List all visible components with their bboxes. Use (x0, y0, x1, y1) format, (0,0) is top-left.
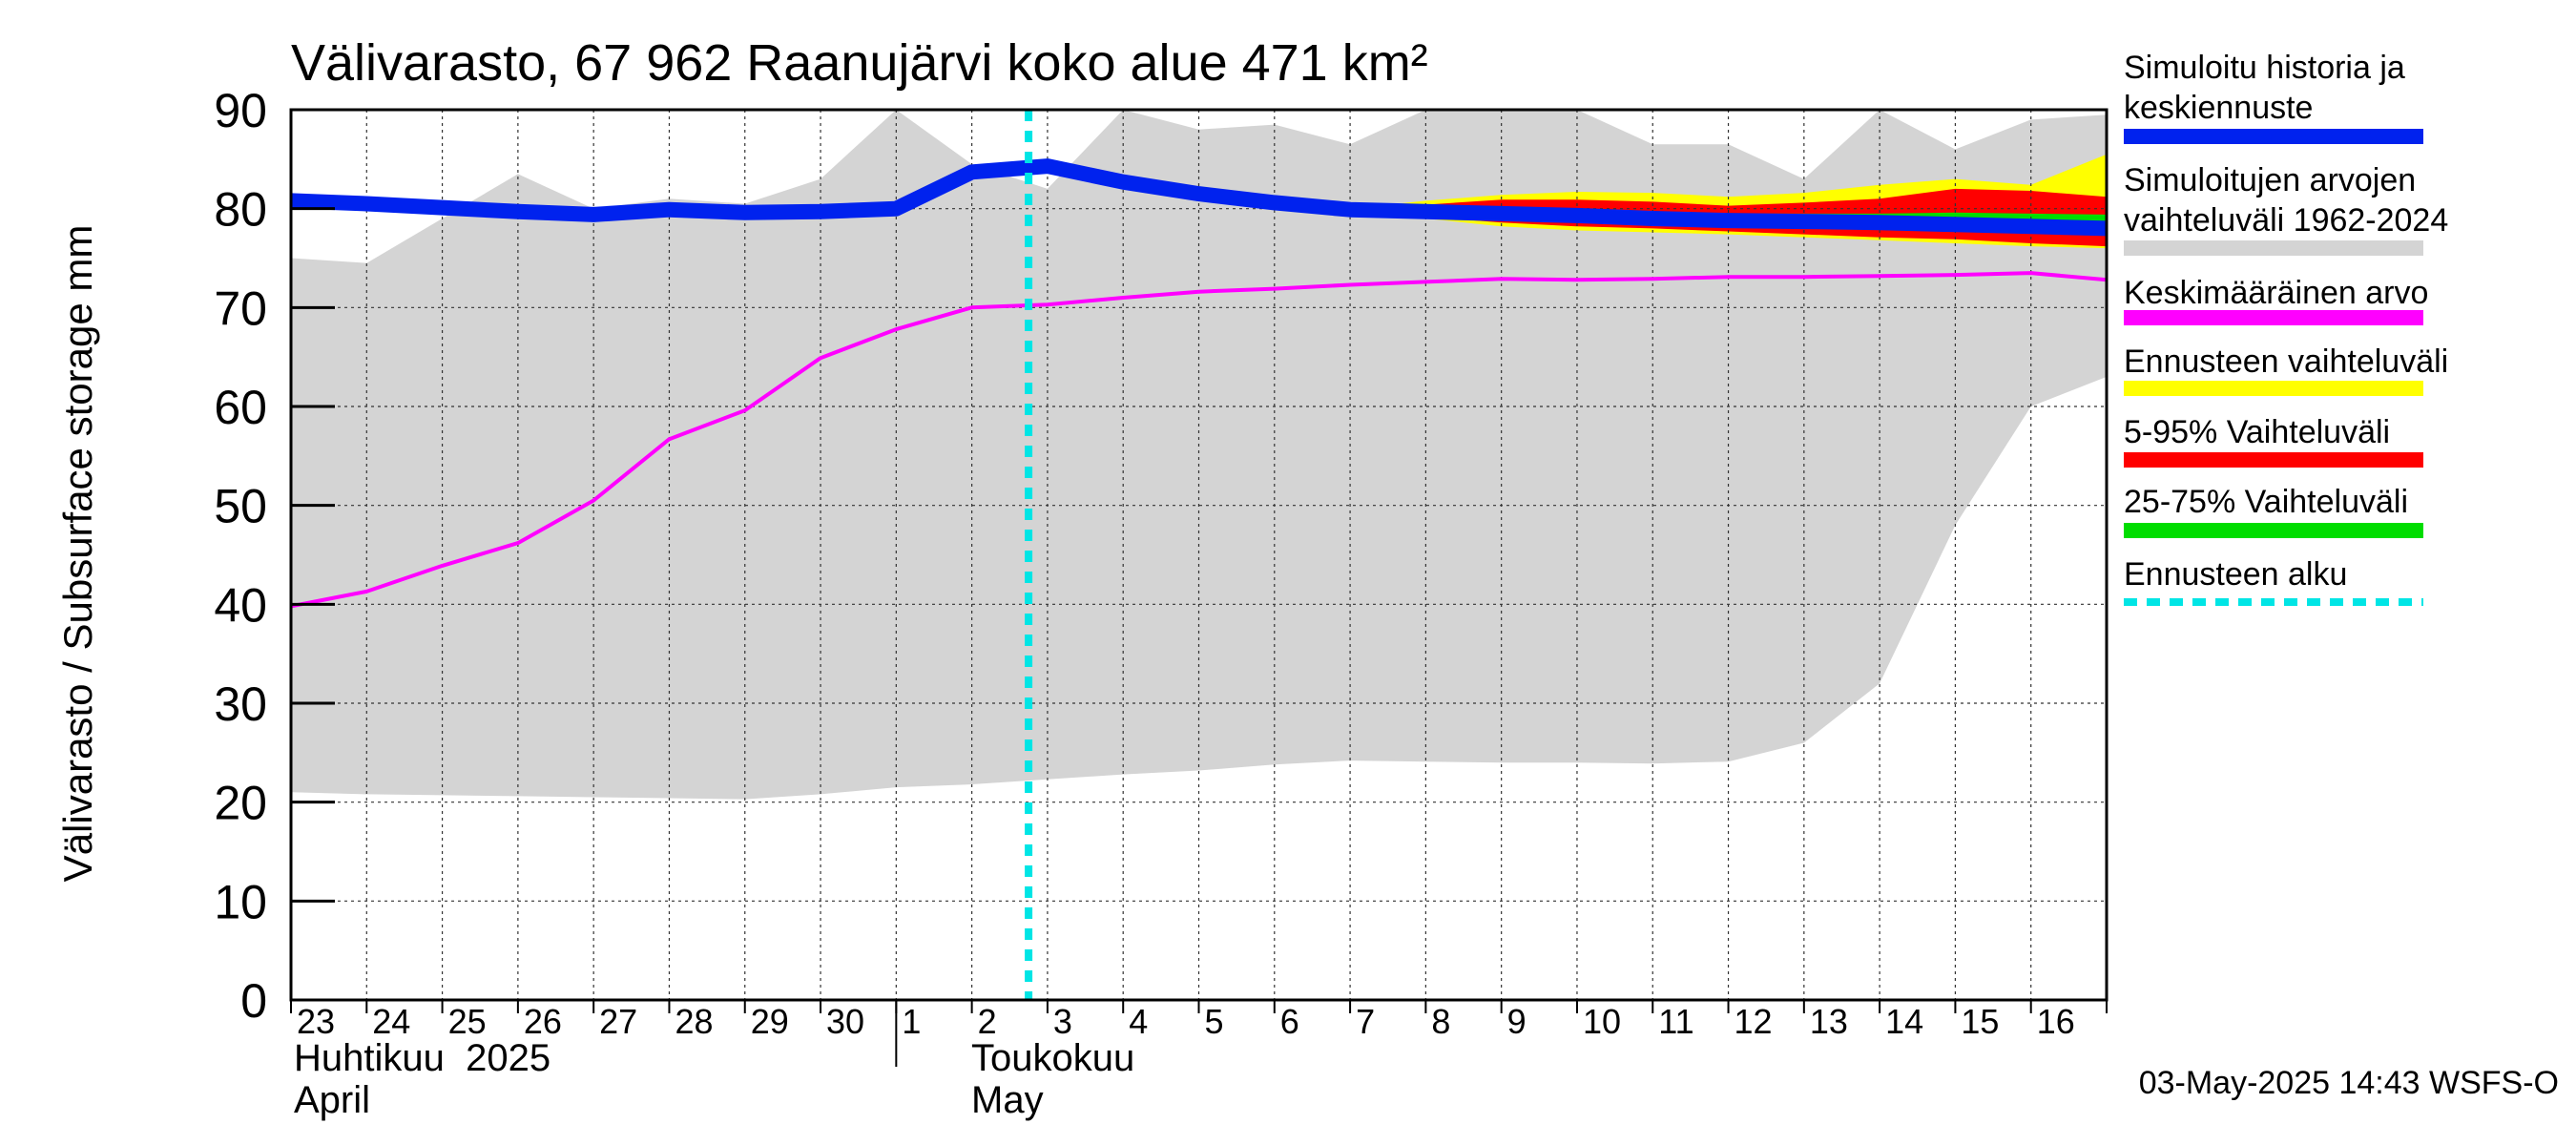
legend-label: vaihteluväli 1962-2024 (2124, 202, 2448, 239)
chart-title: Välivarasto, 67 962 Raanujärvi koko alue… (291, 34, 1428, 92)
legend-label: 5-95% Vaihteluväli (2124, 414, 2390, 450)
legend-label: Ennusteen vaihteluväli (2124, 344, 2448, 380)
x-tick-label: 15 (1961, 1002, 1999, 1041)
x-tick-label: 1 (902, 1002, 921, 1041)
series-line-mean (290, 271, 2108, 609)
x-axis: 23 24 25 26 27 28 29 30 1 2 3 4 5 6 7 8 9 10 11 12 13 14 15 16 (290, 1000, 2108, 1067)
timestamp: 03-May-2025 14:43 WSFS-O (2139, 1065, 2559, 1101)
legend-label: Simuloitujen arvojen (2124, 162, 2416, 198)
y-tick-label: 20 (214, 777, 267, 830)
legend-item: Simuloitujen arvojen vaihteluväli 1962-20… (2124, 162, 2448, 256)
y-tick-label: 40 (214, 578, 267, 632)
plot-area (289, 108, 2109, 1002)
x-tick-label: 24 (372, 1002, 410, 1041)
x-tick-label: 16 (2037, 1002, 2075, 1041)
x-tick-label: 25 (448, 1002, 487, 1041)
legend-label: keskiennuste (2124, 90, 2313, 126)
y-tick-label: 90 (214, 84, 267, 137)
y-tick-label: 70 (214, 281, 267, 335)
x-tick-label: 13 (1810, 1002, 1848, 1041)
month-label-april-fi: Huhtikuu 2025 (294, 1037, 551, 1079)
x-tick-label: 8 (1431, 1002, 1450, 1041)
legend-item: Keskimääräinen arvo (2124, 275, 2428, 325)
x-tick-label: 4 (1129, 1002, 1148, 1041)
x-tick-label: 30 (826, 1002, 864, 1041)
y-tick-label: 0 (240, 974, 267, 1028)
month-label-may-en: May (971, 1079, 1044, 1121)
legend-item: Simuloitu historia ja keskiennuste (2124, 50, 2423, 144)
x-tick-label: 28 (675, 1002, 713, 1041)
y-tick-label: 60 (214, 381, 267, 434)
y-tick-label: 10 (214, 875, 267, 928)
legend-label: 25-75% Vaihteluväli (2124, 484, 2408, 520)
x-tick-label: 29 (751, 1002, 789, 1041)
lines-layer (290, 158, 2108, 609)
x-tick-label: 5 (1205, 1002, 1224, 1041)
x-tick-label: 9 (1507, 1002, 1527, 1041)
y-tick-label: 50 (214, 480, 267, 533)
legend-item: Ennusteen vaihteluväli (2124, 344, 2448, 396)
x-tick-label: 11 (1658, 1002, 1693, 1041)
y-tick-label: 30 (214, 677, 267, 731)
legend-item: Ennusteen alku (2124, 556, 2423, 606)
x-tick-label: 27 (599, 1002, 637, 1041)
y-tick-label: 80 (214, 183, 267, 237)
x-tick-label: 23 (297, 1002, 335, 1041)
legend-item: 5-95% Vaihteluväli (2124, 414, 2423, 468)
legend-item: 25-75% Vaihteluväli (2124, 484, 2423, 538)
month-label-april-en: April (294, 1079, 370, 1121)
x-tick-label: 2 (978, 1002, 997, 1041)
series-line-main (290, 158, 2108, 237)
y-axis: 0 10 20 30 40 50 60 70 80 90 (214, 84, 335, 1028)
x-tick-label: 6 (1280, 1002, 1299, 1041)
legend-label: Simuloitu historia ja (2124, 50, 2405, 86)
legend-label: Ennusteen alku (2124, 556, 2347, 593)
month-label-may-fi: Toukokuu (971, 1037, 1134, 1079)
x-tick-label: 26 (524, 1002, 562, 1041)
legend: Simuloitu historia jakeskiennusteSimuloi… (2124, 50, 2448, 606)
x-tick-label: 7 (1356, 1002, 1375, 1041)
x-tick-label: 10 (1583, 1002, 1621, 1041)
y-axis-label: Välivarasto / Subsurface storage mm (55, 225, 100, 883)
x-tick-label: 3 (1053, 1002, 1072, 1041)
x-tick-label: 14 (1885, 1002, 1923, 1041)
x-tick-label: 12 (1735, 1002, 1773, 1041)
legend-label: Keskimääräinen arvo (2124, 275, 2428, 311)
